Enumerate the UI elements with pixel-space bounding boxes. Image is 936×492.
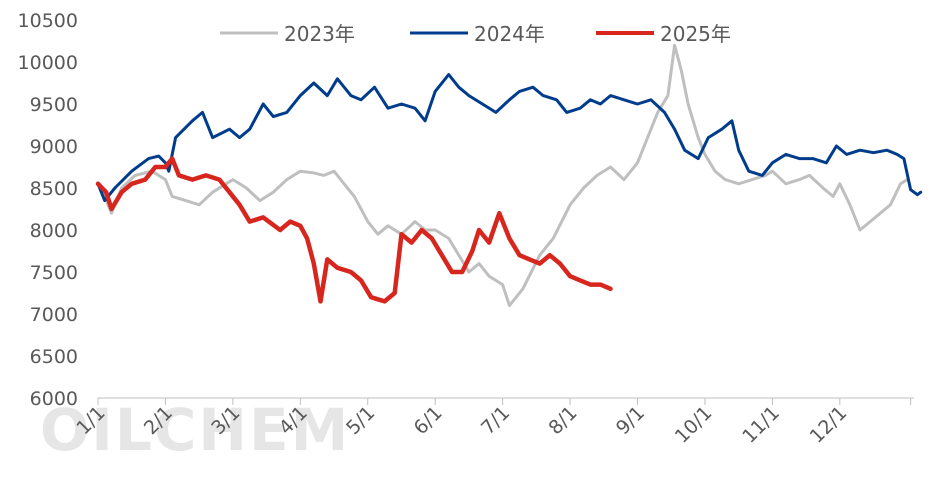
x-tick-label: 6/1 (410, 402, 447, 439)
x-tick-label: 10/1 (671, 402, 717, 448)
y-tick-label: 10500 (18, 10, 78, 32)
legend: 2023年 2024年 2025年 (220, 22, 731, 46)
x-tick-label: 11/1 (738, 402, 784, 448)
y-tick-label: 8000 (30, 220, 78, 242)
series-line-2023 (96, 43, 909, 308)
y-tick-label: 7000 (30, 304, 78, 326)
legend-label: 2025年 (660, 22, 731, 46)
y-tick-label: 9000 (30, 136, 78, 158)
series-line-2025 (95, 156, 613, 304)
x-tick-label: 8/1 (544, 402, 581, 439)
y-tick-label: 7500 (30, 262, 78, 284)
watermark: OILCHEM (40, 396, 350, 464)
x-tick-label: 9/1 (612, 402, 649, 439)
y-tick-label: 9500 (30, 94, 78, 116)
y-tick-label: 6000 (30, 388, 78, 410)
x-tick-label: 7/1 (477, 402, 514, 439)
series-line-2024 (96, 73, 923, 203)
y-tick-label: 8500 (30, 178, 78, 200)
series-layer (95, 43, 923, 308)
legend-label: 2023年 (284, 22, 355, 46)
x-tick-label: 12/1 (806, 402, 852, 448)
legend-label: 2024年 (474, 22, 545, 46)
y-tick-label: 10000 (18, 52, 78, 74)
y-axis: 6000 6500 7000 7500 8000 8500 9000 9500 10000 105… (18, 10, 78, 410)
y-tick-label: 6500 (30, 346, 78, 368)
